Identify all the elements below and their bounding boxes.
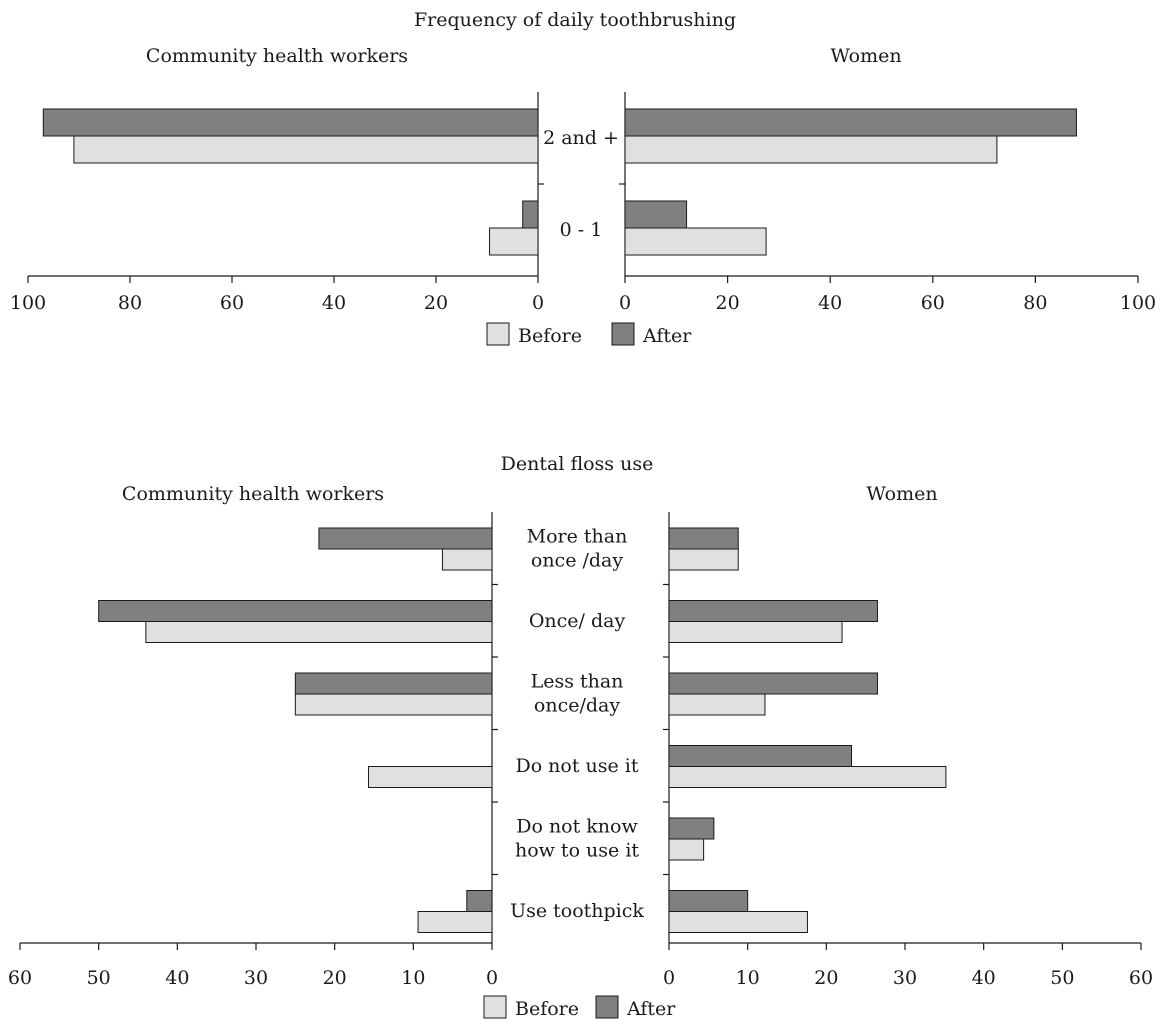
floss-right-bar-before	[668, 621, 843, 643]
toothbrushing-left-x-tick-label: 40	[322, 292, 346, 314]
floss-right-bar-after	[668, 890, 749, 912]
floss-left-bar-after	[318, 527, 493, 550]
toothbrushing-right-panel-title: Women	[830, 45, 901, 67]
floss-category-label: Use toothpick	[510, 900, 644, 922]
floss-right-bar-before	[668, 693, 766, 716]
floss-chart-title: Dental floss use	[501, 453, 654, 475]
floss-right-bar-after	[668, 600, 878, 622]
toothbrushing-right-x-tick-label: 40	[818, 292, 842, 314]
toothbrushing-left-bar-before	[73, 135, 539, 164]
toothbrushing-right-bar-after	[624, 200, 688, 229]
floss-right-bar-before	[668, 838, 705, 861]
floss-left-x-tick-label: 10	[401, 967, 425, 989]
toothbrushing-chart-title: Frequency of daily toothbrushing	[414, 9, 736, 31]
floss-left-x-tick-label: 50	[87, 967, 111, 989]
floss-category-label: Less than	[531, 670, 624, 692]
floss-left-bar-after	[98, 600, 493, 622]
toothbrushing-left-bar-before	[489, 227, 539, 256]
floss-left-x-tick-label: 20	[323, 967, 347, 989]
floss-right-bar-before	[668, 911, 808, 933]
floss-left-panel-title: Community health workers	[122, 483, 384, 505]
floss-legend-swatch-before	[483, 995, 507, 1019]
floss-left-bar-before	[145, 621, 493, 643]
toothbrushing-right-bar-after	[624, 108, 1077, 137]
floss-left-bar-after	[466, 890, 493, 912]
toothbrushing-category-label: 2 and +	[543, 127, 619, 149]
toothbrushing-right-bar-before	[624, 135, 998, 164]
toothbrushing-left-x-tick-label: 80	[118, 292, 142, 314]
toothbrushing-left-x-tick-label: 60	[220, 292, 244, 314]
floss-right-bar-before	[668, 766, 947, 788]
floss-left-x-tick-label: 60	[8, 967, 32, 989]
toothbrushing-left-bar-after	[522, 200, 539, 229]
floss-right-bar-after	[668, 817, 715, 840]
floss-right-bar-after	[668, 745, 853, 767]
toothbrushing-right-x-tick-label: 80	[1023, 292, 1047, 314]
toothbrushing-right-x-tick-label: 0	[619, 292, 631, 314]
floss-category-label: Once/ day	[529, 610, 626, 632]
toothbrushing-legend-label-after: After	[642, 325, 692, 347]
floss-left-x-tick-label: 40	[165, 967, 189, 989]
floss-category-label: Do not use it	[515, 755, 638, 777]
toothbrushing-category-label: 0 - 1	[560, 219, 603, 241]
floss-right-bar-after	[668, 527, 739, 550]
floss-left-bar-before	[294, 693, 493, 716]
floss-left-bar-before	[441, 548, 493, 571]
floss-right-x-tick-label: 40	[972, 967, 996, 989]
floss-left-x-tick-label: 30	[244, 967, 268, 989]
toothbrushing-left-panel-title: Community health workers	[146, 45, 408, 67]
floss-right-panel-title: Women	[866, 483, 937, 505]
floss-legend-label-before: Before	[515, 998, 579, 1020]
floss-left-bar-before	[417, 911, 493, 933]
toothbrushing-right-bar-before	[624, 227, 767, 256]
toothbrushing-legend-swatch-before	[486, 322, 510, 346]
floss-left-bar-after	[294, 672, 493, 695]
floss-category-label: More than	[527, 525, 628, 547]
toothbrushing-left-x-tick-label: 0	[532, 292, 544, 314]
floss-right-x-tick-label: 10	[736, 967, 760, 989]
floss-right-x-tick-label: 30	[893, 967, 917, 989]
floss-category-label: how to use it	[515, 839, 639, 861]
floss-right-x-tick-label: 50	[1050, 967, 1074, 989]
floss-left-bar-before	[367, 766, 493, 788]
floss-legend-label-after: After	[626, 998, 676, 1020]
floss-right-bar-after	[668, 672, 878, 695]
floss-left-x-tick-label: 0	[486, 967, 498, 989]
floss-category-label: once/day	[534, 694, 620, 716]
floss-right-bar-before	[668, 548, 739, 571]
toothbrushing-left-bar-after	[42, 108, 539, 137]
toothbrushing-right-x-tick-label: 20	[716, 292, 740, 314]
floss-legend-swatch-after	[595, 995, 619, 1019]
floss-right-x-tick-label: 0	[663, 967, 675, 989]
floss-right-x-tick-label: 20	[814, 967, 838, 989]
floss-category-label: once /day	[531, 549, 623, 571]
floss-category-label: Do not know	[516, 815, 638, 837]
toothbrushing-legend-label-before: Before	[518, 325, 582, 347]
toothbrushing-left-x-tick-label: 100	[10, 292, 46, 314]
floss-right-x-tick-label: 60	[1129, 967, 1153, 989]
toothbrushing-right-x-tick-label: 60	[921, 292, 945, 314]
toothbrushing-left-x-tick-label: 20	[424, 292, 448, 314]
toothbrushing-right-x-tick-label: 100	[1120, 292, 1156, 314]
toothbrushing-legend-swatch-after	[611, 322, 635, 346]
